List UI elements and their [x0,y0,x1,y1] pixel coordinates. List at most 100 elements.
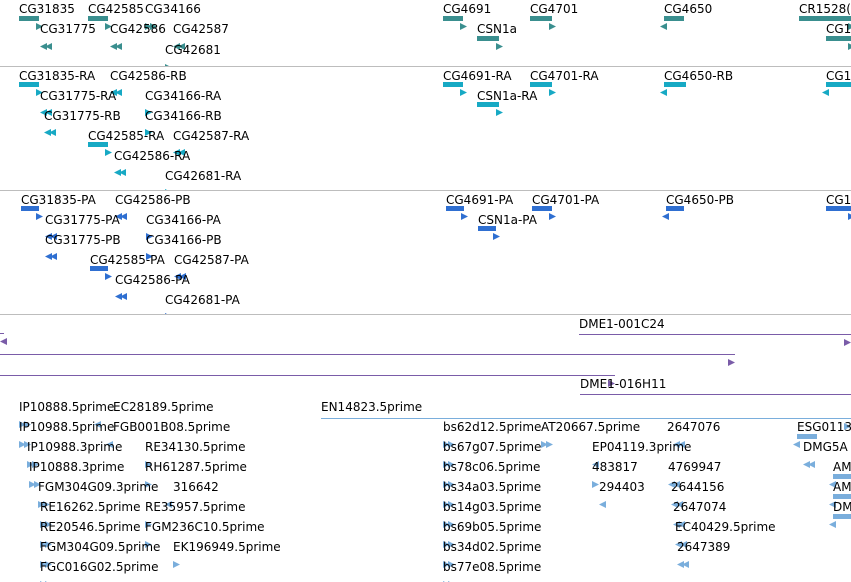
feature-glyph[interactable] [443,553,455,568]
feature-glyph[interactable] [660,82,686,96]
feature-glyph[interactable] [826,36,851,50]
feature-span-line[interactable] [0,375,615,376]
feature-label[interactable]: CG42681-PA [165,293,240,307]
feature-glyph[interactable] [145,15,157,30]
feature-glyph[interactable] [145,533,153,548]
feature-label[interactable]: CSN1a-RA [477,89,538,103]
feature-glyph[interactable] [826,206,851,220]
feature-label[interactable]: CG31775-PA [45,213,120,227]
feature-label[interactable]: CG42587 [173,22,229,36]
feature-label[interactable]: 2647389 [677,540,731,554]
feature-label[interactable]: FGM304G09.5prime [40,540,161,554]
feature-glyph[interactable] [115,285,127,300]
feature-glyph[interactable] [40,553,52,568]
feature-label[interactable]: RE20546.5prime [40,520,141,534]
feature-glyph[interactable] [165,305,171,314]
feature-glyph[interactable] [793,434,817,448]
feature-glyph[interactable] [443,493,455,508]
feature-glyph[interactable] [145,121,152,136]
feature-label[interactable]: bs14g03.5prime [443,500,542,514]
feature-label[interactable]: EC28189.5prime [113,400,214,414]
feature-label[interactable]: CG4701-PA [532,193,600,207]
feature-label[interactable]: bs34a03.5prime [443,480,542,494]
feature-glyph[interactable] [829,474,851,488]
feature-label[interactable]: CG31835-RA [19,69,96,83]
feature-glyph[interactable] [829,494,851,508]
feature-label[interactable]: EK196949.5prime [173,540,281,554]
feature-label[interactable]: FGB001B08.5prime [113,420,231,434]
feature-label[interactable]: 2644156 [671,480,725,494]
feature-glyph[interactable] [165,181,171,190]
feature-label[interactable]: CG31775-RB [44,109,121,123]
feature-label[interactable]: CG31835-PA [21,193,96,207]
feature-glyph[interactable] [803,453,819,468]
feature-label[interactable]: CG4691 [443,2,492,16]
feature-label[interactable]: CG42681 [165,43,221,57]
feature-label[interactable]: CG34166-PB [146,233,222,247]
feature-label[interactable]: EC40429.5prime [675,520,776,534]
feature-glyph[interactable] [146,245,153,260]
feature-label[interactable]: CG42681-RA [165,169,242,183]
feature-label[interactable]: CSN1a [477,22,517,36]
feature-label[interactable]: CG34166 [145,2,201,16]
feature-label[interactable]: bs78c06.5prime [443,460,541,474]
feature-label[interactable]: bs77e08.5prime [443,560,542,574]
feature-label[interactable]: FGM236C10.5prime [145,520,265,534]
feature-label[interactable]: CG42587-RA [173,129,250,143]
feature-label[interactable]: CG42586 [110,22,166,36]
feature-glyph[interactable] [443,573,453,582]
feature-glyph[interactable] [677,553,689,568]
feature-glyph[interactable] [477,36,503,50]
feature-label[interactable]: CG42586-RB [110,69,187,83]
feature-label[interactable]: CG1 [826,193,851,207]
feature-glyph[interactable] [94,413,102,428]
feature-glyph[interactable] [40,101,56,116]
feature-glyph[interactable] [532,206,556,220]
feature-label[interactable]: RE16262.5prime [40,500,141,514]
feature-label[interactable]: AM [833,480,851,494]
feature-label[interactable]: CG4650-RB [664,69,734,83]
feature-span-line[interactable] [0,333,4,334]
feature-glyph[interactable] [443,513,455,528]
feature-glyph[interactable] [145,101,152,116]
feature-glyph[interactable] [40,35,52,50]
feature-glyph[interactable] [541,433,553,448]
feature-glyph[interactable] [477,102,503,116]
feature-label[interactable]: CG42585-RA [88,129,165,143]
feature-span-line[interactable] [321,418,851,419]
feature-glyph[interactable] [88,16,112,30]
feature-label[interactable]: RE34130.5prime [145,440,246,454]
feature-label[interactable]: bs69b05.5prime [443,520,542,534]
feature-label[interactable]: CG1 [826,69,851,83]
feature-span-line[interactable] [579,334,851,335]
feature-glyph[interactable] [88,142,112,156]
feature-label[interactable]: 294403 [599,480,645,494]
feature-label[interactable]: CG34166-PA [146,213,221,227]
feature-glyph[interactable] [19,413,31,428]
feature-label[interactable]: CG42587-PA [174,253,249,267]
feature-label[interactable]: CG31835 [19,2,75,16]
feature-label[interactable]: CG4691-RA [443,69,512,83]
feature-label[interactable]: CG31775 [40,22,96,36]
feature-glyph[interactable] [530,16,556,30]
feature-glyph[interactable] [443,533,455,548]
feature-glyph[interactable] [592,453,600,468]
feature-label[interactable]: FGC016G02.5prime [40,560,159,574]
feature-glyph[interactable] [660,16,684,30]
feature-label[interactable]: IP10888.5prime [19,400,115,414]
feature-glyph[interactable] [174,265,186,280]
feature-label[interactable]: 316642 [173,480,219,494]
feature-glyph[interactable] [530,82,556,96]
feature-label[interactable]: CG4650 [664,2,713,16]
feature-label[interactable]: bs34d02.5prime [443,540,542,554]
feature-glyph[interactable] [478,226,500,240]
feature-glyph[interactable] [822,82,851,96]
feature-label[interactable]: EN14823.5prime [321,400,423,414]
feature-glyph[interactable] [443,16,467,30]
feature-label[interactable]: 483817 [592,460,638,474]
feature-glyph[interactable] [110,81,124,96]
feature-label[interactable]: CG34166-RB [145,109,222,123]
feature-glyph[interactable] [668,473,680,488]
feature-glyph[interactable] [40,533,52,548]
feature-label[interactable]: RE35957.5prime [145,500,246,514]
